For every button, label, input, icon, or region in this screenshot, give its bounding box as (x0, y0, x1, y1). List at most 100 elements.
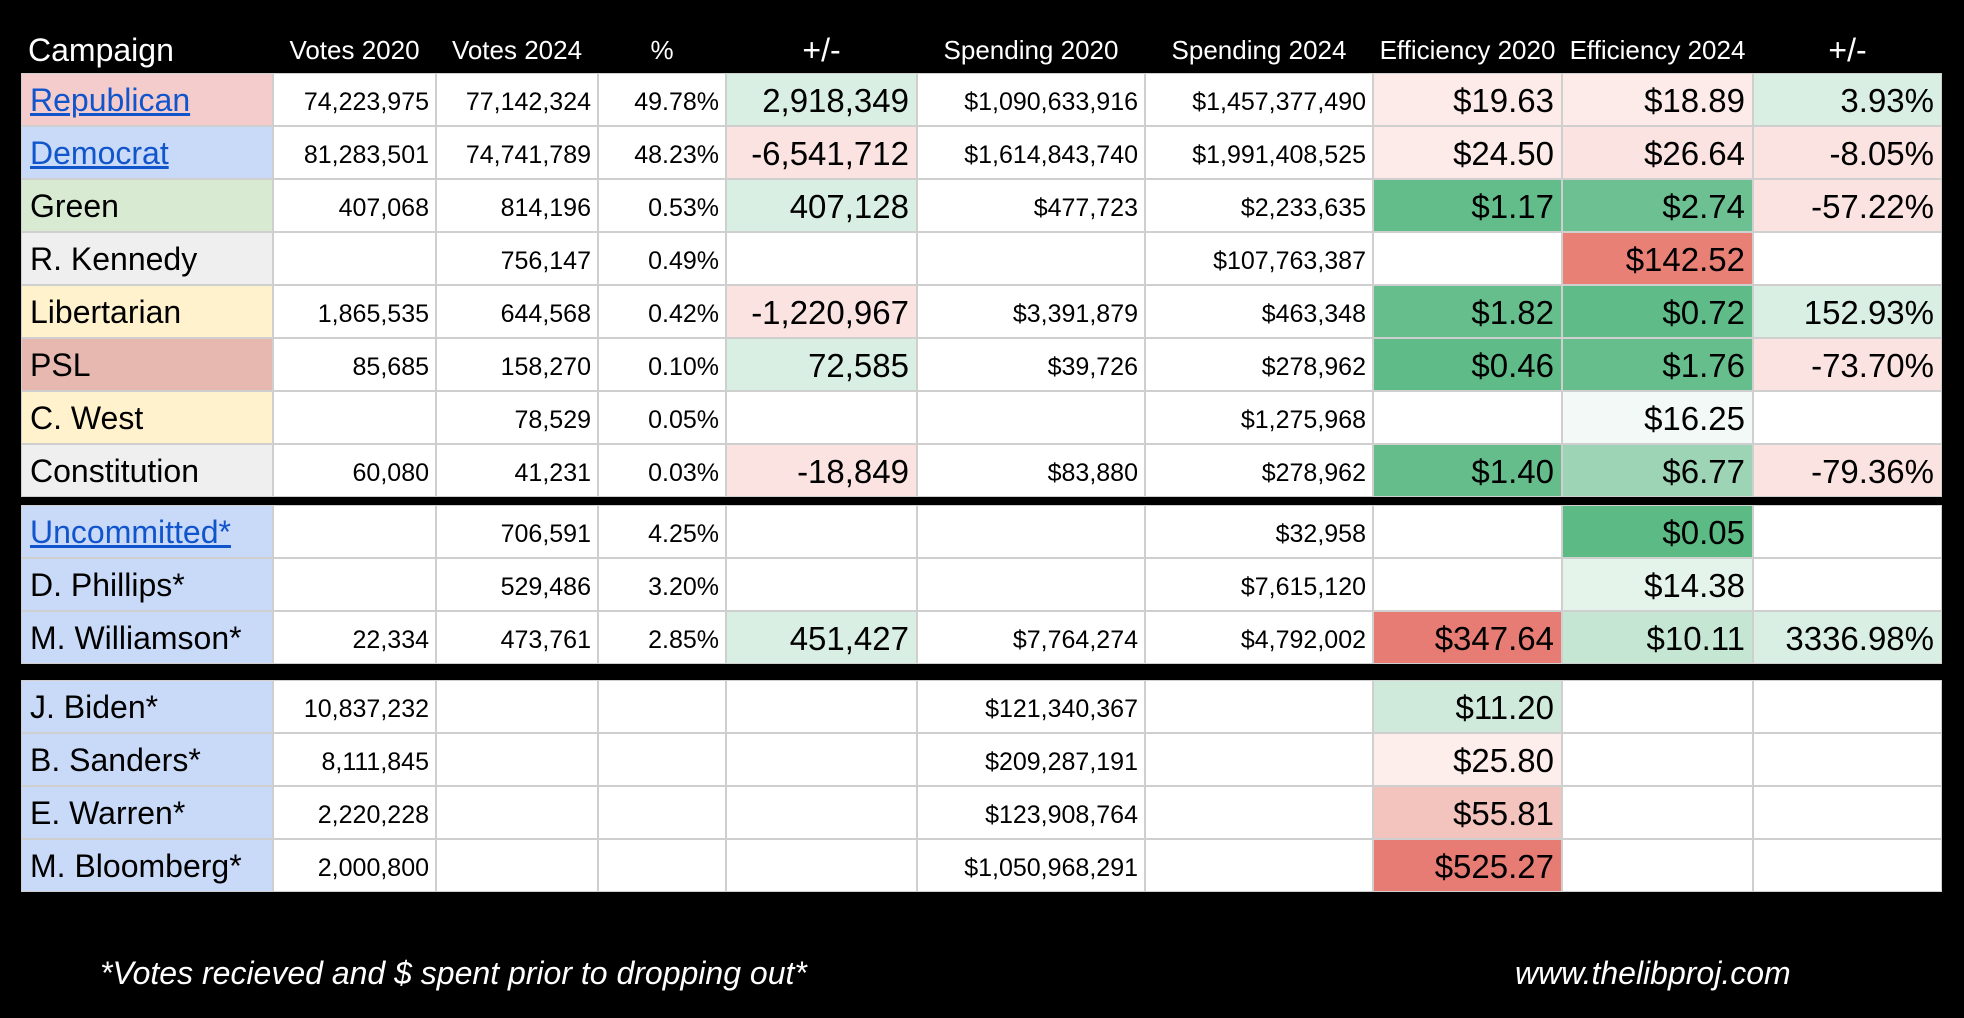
campaign-name: R. Kennedy (30, 241, 198, 277)
diff-cell: -6,541,712 (726, 126, 917, 179)
pct-cell: 49.78% (598, 73, 726, 126)
s2020-cell: $39,726 (917, 338, 1145, 391)
s2020-cell: $1,050,968,291 (917, 839, 1145, 892)
campaign-name: Green (30, 188, 119, 224)
campaign-name-cell: J. Biden* (21, 680, 273, 733)
e2024-cell (1562, 733, 1753, 786)
campaign-name: Libertarian (30, 294, 182, 330)
campaign-name: PSL (30, 347, 91, 383)
footnote: *Votes recieved and $ spent prior to dro… (100, 955, 807, 991)
v2020-cell (273, 391, 436, 444)
v2020-cell: 81,283,501 (273, 126, 436, 179)
campaign-link[interactable]: Uncommitted* (30, 514, 231, 550)
ediff-cell: 3336.98% (1753, 611, 1942, 664)
ediff-cell: 3.93% (1753, 73, 1942, 126)
ediff-cell (1753, 733, 1942, 786)
ediff-cell (1753, 505, 1942, 558)
v2020-cell (273, 232, 436, 285)
ediff-cell: -8.05% (1753, 126, 1942, 179)
v2024-cell: 814,196 (436, 179, 598, 232)
ediff-cell (1753, 839, 1942, 892)
e2024-cell: $26.64 (1562, 126, 1753, 179)
diff-cell: -18,849 (726, 444, 917, 497)
v2024-cell (436, 680, 598, 733)
s2020-cell: $7,764,274 (917, 611, 1145, 664)
v2020-cell: 22,334 (273, 611, 436, 664)
s2024-cell: $4,792,002 (1145, 611, 1373, 664)
v2024-cell: 77,142,324 (436, 73, 598, 126)
campaign-name-cell: D. Phillips* (21, 558, 273, 611)
v2024-cell: 158,270 (436, 338, 598, 391)
s2024-cell: $1,991,408,525 (1145, 126, 1373, 179)
s2024-cell: $278,962 (1145, 444, 1373, 497)
e2020-cell: $19.63 (1373, 73, 1562, 126)
e2024-cell: $14.38 (1562, 558, 1753, 611)
e2020-cell: $347.64 (1373, 611, 1562, 664)
e2020-cell (1373, 232, 1562, 285)
v2020-cell: 74,223,975 (273, 73, 436, 126)
campaign-link[interactable]: Democrat (30, 135, 169, 171)
s2020-cell (917, 558, 1145, 611)
campaign-name-cell: M. Williamson* (21, 611, 273, 664)
pct-cell: 0.03% (598, 444, 726, 497)
ediff-cell (1753, 232, 1942, 285)
e2020-cell: $11.20 (1373, 680, 1562, 733)
diff-cell: 2,918,349 (726, 73, 917, 126)
s2020-cell: $123,908,764 (917, 786, 1145, 839)
v2024-cell: 78,529 (436, 391, 598, 444)
e2024-cell (1562, 680, 1753, 733)
ediff-cell: -79.36% (1753, 444, 1942, 497)
campaign-name: M. Williamson* (30, 620, 242, 656)
ediff-cell (1753, 680, 1942, 733)
v2024-cell (436, 786, 598, 839)
campaign-name-cell: Republican (21, 73, 273, 126)
pct-cell: 48.23% (598, 126, 726, 179)
campaign-name-cell: Democrat (21, 126, 273, 179)
v2020-cell (273, 505, 436, 558)
campaign-link[interactable]: Republican (30, 82, 191, 118)
s2024-cell: $1,457,377,490 (1145, 73, 1373, 126)
s2020-cell (917, 505, 1145, 558)
column-header: Votes 2020 (289, 35, 420, 65)
s2020-cell (917, 391, 1145, 444)
column-header: % (650, 35, 674, 65)
e2020-cell: $1.17 (1373, 179, 1562, 232)
pct-cell: 4.25% (598, 505, 726, 558)
campaign-name-cell: C. West (21, 391, 273, 444)
v2020-cell: 1,865,535 (273, 285, 436, 338)
column-header: Efficiency 2024 (1569, 35, 1746, 65)
diff-cell: 451,427 (726, 611, 917, 664)
campaign-name-cell: R. Kennedy (21, 232, 273, 285)
v2024-cell (436, 839, 598, 892)
e2024-cell: $2.74 (1562, 179, 1753, 232)
pct-cell: 0.49% (598, 232, 726, 285)
s2020-cell (917, 232, 1145, 285)
v2020-cell: 60,080 (273, 444, 436, 497)
s2020-cell: $3,391,879 (917, 285, 1145, 338)
e2024-cell (1562, 786, 1753, 839)
pct-cell: 0.53% (598, 179, 726, 232)
campaign-name-cell: Libertarian (21, 285, 273, 338)
e2024-cell: $10.11 (1562, 611, 1753, 664)
v2020-cell (273, 558, 436, 611)
pct-cell: 2.85% (598, 611, 726, 664)
ediff-cell (1753, 786, 1942, 839)
s2020-cell: $121,340,367 (917, 680, 1145, 733)
e2020-cell: $525.27 (1373, 839, 1562, 892)
v2024-cell: 74,741,789 (436, 126, 598, 179)
e2024-cell: $16.25 (1562, 391, 1753, 444)
diff-cell: -1,220,967 (726, 285, 917, 338)
column-header: Efficiency 2020 (1379, 35, 1556, 65)
v2024-cell: 756,147 (436, 232, 598, 285)
column-header: Votes 2024 (451, 35, 583, 65)
campaign-name: M. Bloomberg* (30, 848, 242, 884)
v2020-cell: 2,000,800 (273, 839, 436, 892)
campaign-name: J. Biden* (30, 689, 159, 725)
ediff-cell: -73.70% (1753, 338, 1942, 391)
column-header: Campaign (28, 32, 174, 68)
e2020-cell (1373, 391, 1562, 444)
s2024-cell: $2,233,635 (1145, 179, 1373, 232)
v2020-cell: 407,068 (273, 179, 436, 232)
e2024-cell: $0.72 (1562, 285, 1753, 338)
